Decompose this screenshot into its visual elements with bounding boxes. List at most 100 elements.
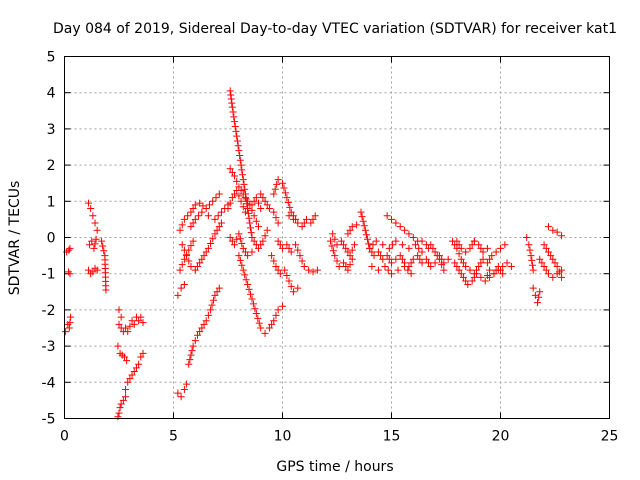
y-tick-label: 1 [47, 194, 56, 210]
data-point [415, 244, 423, 252]
y-tick-label: -1 [42, 267, 56, 283]
data-point [416, 255, 424, 263]
data-point [404, 266, 412, 274]
data-point [139, 319, 147, 327]
data-point [357, 208, 365, 216]
data-point [457, 255, 465, 263]
data-point [270, 190, 278, 198]
data-point [236, 151, 244, 159]
grid-lines [64, 56, 610, 419]
data-point [396, 252, 404, 260]
data-point [84, 266, 92, 274]
data-point [247, 290, 255, 298]
data-point [183, 380, 191, 388]
data-point [251, 305, 259, 313]
data-point [523, 234, 531, 241]
data-point [477, 244, 485, 252]
data-point [239, 244, 247, 252]
data-point [191, 337, 199, 345]
data-point [100, 247, 108, 255]
data-point [135, 360, 143, 368]
data-point [122, 324, 130, 332]
x-axis-label: GPS time / hours [276, 459, 393, 475]
data-point [481, 277, 489, 285]
data-point [187, 262, 195, 270]
data-point [241, 208, 249, 216]
y-tick-label: -5 [42, 412, 56, 428]
data-point [540, 262, 548, 270]
data-point [344, 230, 352, 238]
data-point [126, 322, 134, 330]
data-point [383, 212, 391, 220]
data-point [198, 208, 206, 216]
data-point [191, 266, 199, 274]
data-point [180, 215, 188, 223]
data-point [245, 285, 253, 293]
x-tick-label: 15 [383, 429, 401, 445]
data-point [425, 259, 433, 267]
data-point [64, 268, 72, 276]
data-point [91, 240, 99, 248]
data-point [381, 262, 389, 270]
data-point [553, 228, 561, 236]
data-point [366, 244, 374, 252]
data-point [228, 168, 236, 176]
data-point [294, 219, 302, 227]
data-point [536, 255, 544, 263]
data-point [263, 201, 271, 209]
data-point [227, 91, 235, 99]
data-point [265, 324, 273, 332]
data-point [176, 266, 184, 274]
data-point [372, 237, 380, 245]
data-point [215, 284, 223, 292]
data-point [233, 186, 241, 194]
data-point [486, 266, 494, 274]
data-point [236, 156, 244, 164]
data-point [174, 389, 182, 397]
data-point [455, 266, 463, 274]
data-point [187, 351, 195, 359]
data-point [294, 284, 302, 292]
data-point [272, 262, 280, 270]
data-point [307, 219, 315, 227]
data-point [329, 247, 337, 255]
data-point [418, 248, 426, 256]
data-point [244, 252, 252, 260]
data-point [455, 241, 463, 249]
data-point [477, 259, 485, 267]
data-point [344, 248, 352, 256]
y-axis-label: SDTVAR / TECUs [7, 181, 23, 296]
data-point [114, 413, 122, 421]
data-point [186, 356, 194, 364]
data-point [208, 301, 216, 309]
data-point [224, 205, 232, 213]
data-point [196, 328, 204, 336]
data-point [237, 161, 245, 169]
data-point [99, 242, 107, 250]
data-point [414, 252, 422, 260]
data-point [128, 317, 136, 325]
data-point [177, 393, 185, 401]
data-point [235, 230, 243, 238]
data-point [396, 223, 404, 231]
data-point [235, 192, 243, 200]
data-point [558, 232, 566, 240]
data-point [93, 226, 101, 234]
x-tick-label: 10 [274, 429, 292, 445]
data-point [217, 208, 225, 216]
data-point [342, 262, 350, 270]
data-point [184, 212, 192, 220]
data-point [178, 221, 186, 229]
data-point [547, 252, 555, 260]
data-point [229, 108, 237, 116]
data-point [528, 261, 536, 269]
data-point [409, 255, 417, 263]
data-point [540, 241, 548, 249]
data-point [239, 171, 247, 179]
data-point [342, 244, 350, 252]
data-point [189, 205, 197, 213]
data-point [89, 212, 97, 220]
data-point [250, 237, 258, 245]
y-tick-label: -2 [42, 303, 56, 319]
data-point [287, 282, 295, 290]
